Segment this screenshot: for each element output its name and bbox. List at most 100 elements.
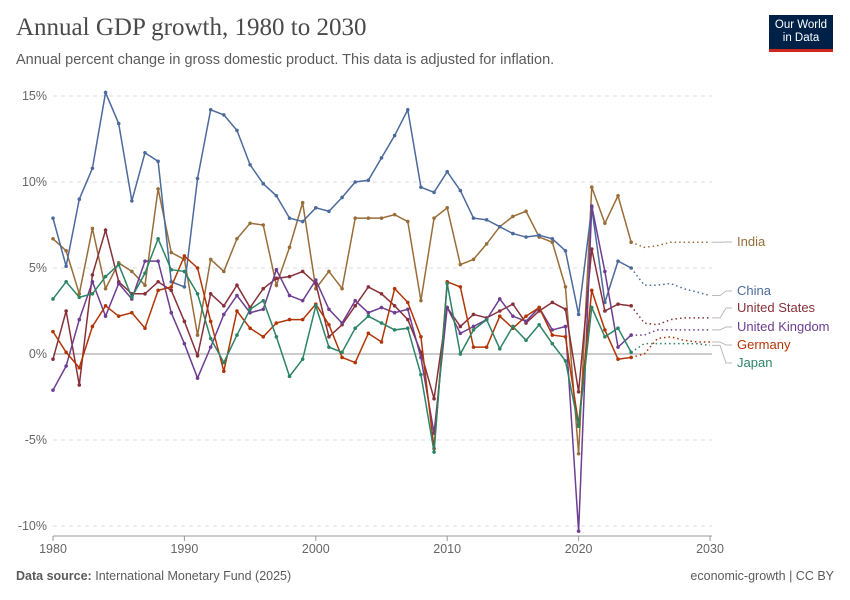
y-tick-label: 0% [29,347,47,361]
data-point [484,345,489,349]
source-link[interactable]: International Monetary Fund (2025) [95,569,292,583]
data-point [563,324,568,329]
data-point [77,317,82,322]
data-point [116,262,121,267]
data-point [64,309,68,313]
data-point [340,286,344,291]
label-connector [712,344,732,364]
data-point [222,269,226,274]
data-point [629,266,633,270]
data-point [589,185,594,189]
data-point [195,176,200,181]
data-point [182,341,187,346]
series-label: Japan [737,355,772,370]
data-point [550,300,555,305]
data-point [432,190,436,195]
data-point [143,259,147,263]
data-point [90,226,95,231]
data-point [261,286,266,291]
data-point [576,529,581,533]
data-point [432,396,436,401]
data-point [143,326,147,331]
data-point [248,307,252,312]
data-point [524,338,528,343]
data-point [366,314,371,318]
data-point [603,269,607,274]
x-tick-label: 1990 [170,542,198,556]
data-point [353,180,358,184]
data-point [405,326,410,331]
data-point [340,355,344,360]
data-point [64,249,68,253]
data-point [195,353,200,358]
data-point [524,319,528,324]
data-point [51,216,55,220]
data-point [222,369,226,374]
data-point [182,285,187,289]
data-point [130,269,134,274]
data-point [261,307,266,312]
data-point [629,304,633,308]
data-point [445,206,450,210]
data-point [248,221,252,226]
data-point [103,228,108,232]
data-point [419,372,423,377]
y-tick-label: 15% [22,89,47,103]
data-point [563,285,568,289]
data-point [300,200,305,205]
data-point [77,295,82,300]
data-point [629,355,633,360]
data-point [353,304,358,308]
data-point [497,314,502,318]
data-point [327,269,331,274]
data-point [287,374,292,379]
data-point [563,249,568,253]
data-point [392,212,397,217]
data-point [130,199,134,203]
series-label: India [737,234,766,249]
data-point [208,319,213,324]
data-point [497,224,502,229]
data-point [379,216,384,220]
data-point [156,288,160,293]
data-point [274,193,279,198]
data-point [327,209,331,214]
data-point [497,347,502,351]
data-point [511,324,515,329]
data-point [300,357,305,361]
owid-logo[interactable]: Our World in Data [769,15,833,52]
data-point [261,181,266,186]
data-point [589,288,594,293]
data-point [77,197,82,201]
data-point [484,242,489,246]
data-point [208,107,213,112]
data-point [143,292,147,296]
data-point [130,295,134,300]
data-point [182,269,187,274]
footer-right[interactable]: economic-growth | CC BY [690,569,834,583]
data-point [366,310,371,315]
data-point [103,286,108,291]
data-point [458,324,463,329]
data-point [235,333,239,337]
data-point [379,340,384,344]
label-connector [712,290,732,297]
data-point [314,206,318,210]
data-point [90,166,95,171]
data-point [64,279,68,284]
data-point [51,357,55,361]
projection-line [630,305,710,326]
data-point [103,314,108,318]
data-point [616,326,620,331]
data-point [274,335,279,339]
data-point [576,390,581,394]
data-point [300,317,305,322]
data-point [130,310,134,315]
chart-subtitle: Annual percent change in gross domestic … [16,52,555,68]
data-point [116,314,121,318]
data-point [471,216,476,220]
series-line [52,236,632,453]
data-point [458,352,463,356]
data-point [143,271,147,275]
data-point [379,156,384,160]
